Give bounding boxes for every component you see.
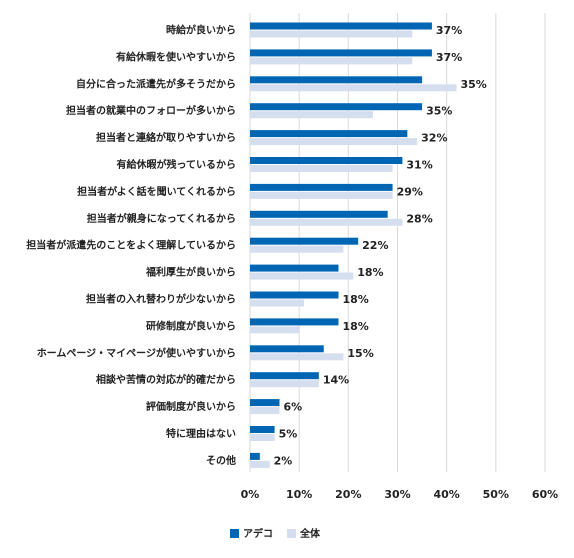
bars bbox=[250, 22, 457, 468]
legend-label-adeco: アデコ bbox=[243, 527, 273, 540]
category-label-16: その他 bbox=[206, 454, 236, 467]
bar-adeco-6 bbox=[250, 183, 393, 191]
bar-overall-2 bbox=[250, 84, 457, 92]
x-tick-label-30: 30% bbox=[384, 488, 410, 501]
value-label-0: 37% bbox=[436, 24, 462, 37]
value-label-9: 18% bbox=[357, 266, 383, 279]
value-label-11: 18% bbox=[343, 320, 369, 333]
value-label-1: 37% bbox=[436, 51, 462, 64]
value-label-13: 14% bbox=[323, 374, 349, 387]
category-label-8: 担当者が派遣先のことをよく理解しているから bbox=[26, 239, 236, 252]
bar-overall-14 bbox=[250, 407, 280, 415]
bar-overall-8 bbox=[250, 245, 344, 253]
bar-adeco-10 bbox=[250, 291, 339, 299]
bar-adeco-9 bbox=[250, 264, 339, 272]
value-label-6: 29% bbox=[397, 185, 423, 198]
category-label-12: ホームページ・マイページが使いやすいから bbox=[37, 346, 236, 359]
bar-adeco-3 bbox=[250, 103, 423, 111]
category-label-1: 有給休暇を使いやすいから bbox=[116, 50, 236, 63]
bar-overall-5 bbox=[250, 165, 393, 172]
x-tick-label-20: 20% bbox=[335, 488, 361, 501]
bar-overall-11 bbox=[250, 326, 300, 334]
category-label-7: 担当者が親身になってくれるから bbox=[87, 212, 236, 225]
x-axis-ticks: 0% 10% 20% 30% 40% 50% 60% bbox=[241, 488, 559, 501]
bar-overall-7 bbox=[250, 218, 403, 226]
category-label-5: 有給休暇が残っているから bbox=[117, 158, 237, 171]
bar-overall-9 bbox=[250, 272, 354, 280]
bar-adeco-5 bbox=[250, 157, 403, 164]
bar-overall-0 bbox=[250, 30, 413, 38]
bar-adeco-15 bbox=[250, 426, 275, 433]
bar-overall-10 bbox=[250, 299, 305, 307]
category-label-11: 研修制度が良いから bbox=[146, 319, 236, 332]
value-label-3: 35% bbox=[426, 105, 452, 118]
category-label-0: 時給が良いから bbox=[166, 24, 236, 37]
bar-adeco-12 bbox=[250, 345, 324, 353]
x-tick-label-10: 10% bbox=[286, 488, 312, 501]
bar-adeco-0 bbox=[250, 22, 432, 30]
category-label-2: 自分に合った派遣先が多そうだから bbox=[76, 77, 236, 90]
value-label-2: 35% bbox=[461, 78, 487, 91]
value-labels: 37% 37% 35% 35% 32% 31% 29% 28% 22% 18% 18% 18% 15% 1… bbox=[274, 24, 487, 467]
category-label-13: 相談や苦情の対応が的確だから bbox=[96, 373, 236, 386]
category-label-14: 評価制度が良いから bbox=[146, 400, 236, 413]
bar-adeco-11 bbox=[250, 318, 339, 326]
bar-adeco-14 bbox=[250, 399, 280, 407]
bar-adeco-8 bbox=[250, 237, 359, 245]
x-tick-label-40: 40% bbox=[433, 488, 459, 501]
bar-overall-1 bbox=[250, 57, 413, 65]
category-label-15: 特に理由はない bbox=[166, 427, 236, 440]
bar-overall-13 bbox=[250, 380, 319, 388]
value-label-5: 31% bbox=[406, 159, 432, 172]
legend-swatch-overall bbox=[287, 529, 296, 538]
x-tick-label-0: 0% bbox=[241, 488, 260, 501]
value-label-10: 18% bbox=[343, 293, 369, 306]
value-label-14: 6% bbox=[284, 401, 303, 414]
bar-overall-12 bbox=[250, 353, 344, 361]
bar-adeco-16 bbox=[250, 452, 260, 460]
bar-overall-4 bbox=[250, 138, 418, 146]
bar-overall-15 bbox=[250, 434, 275, 441]
bar-adeco-13 bbox=[250, 372, 319, 380]
value-label-12: 15% bbox=[347, 347, 373, 360]
x-tick-label-50: 50% bbox=[483, 488, 509, 501]
value-label-8: 22% bbox=[362, 239, 388, 252]
category-labels: 時給が良いから有給休暇を使いやすいから自分に合った派遣先が多そうだから担当者の就… bbox=[26, 24, 236, 467]
bar-overall-6 bbox=[250, 191, 393, 199]
bar-overall-16 bbox=[250, 460, 270, 468]
value-label-16: 2% bbox=[274, 454, 293, 467]
category-label-4: 担当者と連絡が取りやすいから bbox=[96, 131, 236, 144]
bar-adeco-1 bbox=[250, 49, 432, 57]
legend-swatch-adeco bbox=[230, 529, 239, 538]
legend: アデコ 全体 bbox=[230, 527, 321, 540]
value-label-4: 32% bbox=[421, 132, 447, 145]
category-label-3: 担当者の就業中のフォローが多いから bbox=[66, 104, 236, 117]
category-label-10: 担当者の入れ替わりが少ないから bbox=[86, 293, 236, 306]
bar-adeco-4 bbox=[250, 130, 408, 138]
category-label-9: 福利厚生が良いから bbox=[145, 266, 236, 279]
x-tick-label-60: 60% bbox=[532, 488, 558, 501]
bar-adeco-2 bbox=[250, 76, 423, 84]
bar-overall-3 bbox=[250, 111, 373, 119]
value-label-15: 5% bbox=[279, 428, 298, 441]
category-label-6: 担当者がよく話を聞いてくれるから bbox=[77, 185, 236, 198]
value-label-7: 28% bbox=[406, 212, 432, 225]
bar-adeco-7 bbox=[250, 210, 388, 218]
legend-label-overall: 全体 bbox=[299, 527, 321, 540]
